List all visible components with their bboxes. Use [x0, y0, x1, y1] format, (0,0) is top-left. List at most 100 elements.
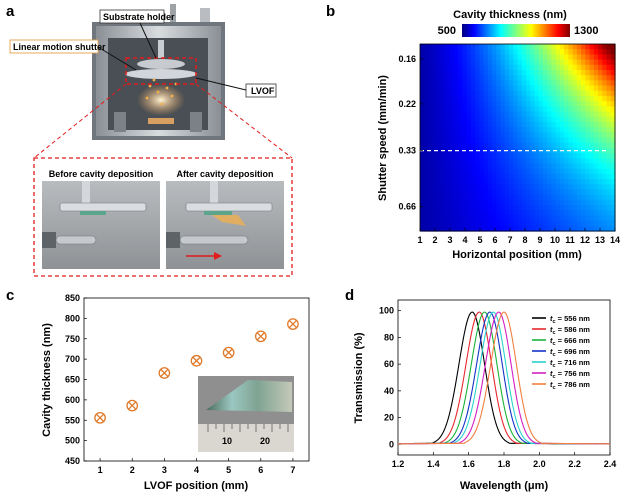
heatmap-cell	[589, 142, 595, 149]
heatmap-cell	[572, 194, 578, 201]
scatter-y-tick-label: 750	[65, 334, 80, 344]
heatmap-cell	[572, 163, 578, 170]
heatmap-cell	[589, 111, 595, 118]
heatmap-cell	[458, 44, 463, 50]
heatmap-cell	[555, 127, 561, 133]
heatmap-cell	[517, 111, 523, 118]
heatmap-cell	[564, 44, 569, 50]
heatmap-cell	[602, 69, 608, 76]
heatmap-cell	[551, 163, 557, 170]
heatmap-cell	[424, 95, 430, 102]
heatmap-cell	[530, 153, 536, 159]
heatmap-cell	[513, 225, 519, 232]
heatmap-cell	[509, 95, 514, 102]
heatmap-cell	[521, 210, 527, 217]
heatmap-cell	[525, 127, 531, 133]
heatmap-cell	[606, 80, 612, 87]
heatmap-cell	[585, 163, 591, 170]
heatmap-cell	[428, 127, 434, 133]
heatmap-cell	[492, 116, 497, 123]
heatmap-cell	[568, 101, 574, 107]
heatmap-cell	[445, 59, 451, 66]
heatmap-cell	[530, 194, 536, 201]
heatmap-cell	[424, 44, 430, 50]
heatmap-cell	[598, 210, 603, 217]
heatmap-cell	[525, 111, 531, 118]
heatmap-cell	[487, 168, 493, 175]
heatmap-cell	[436, 127, 442, 133]
heatmap-cell	[538, 127, 544, 133]
heatmap-cell	[475, 132, 480, 139]
heatmap-cell	[538, 142, 544, 149]
heatmap-cell	[492, 75, 497, 81]
heatmap-cell	[530, 210, 536, 217]
heatmap-cell	[602, 225, 608, 232]
heatmap-cell	[610, 106, 616, 113]
heatmap-cell	[436, 121, 442, 128]
heatmap-cell	[559, 44, 565, 50]
scatter-y-tick-label: 700	[65, 354, 80, 364]
heatmap-cell	[593, 54, 599, 61]
heatmap-cell	[504, 163, 510, 170]
heatmap-cell	[542, 194, 548, 201]
heatmap-cell	[513, 90, 519, 97]
heatmap-cell	[483, 59, 489, 66]
heatmap-cell	[475, 127, 480, 133]
heatmap-cell	[581, 64, 586, 71]
heatmap-cell	[593, 189, 599, 196]
heatmap-cell	[479, 189, 485, 196]
heatmap-cell	[420, 179, 425, 185]
heatmap-cell	[555, 220, 561, 227]
heatmap-cell	[610, 101, 616, 107]
heatmap-cell	[534, 168, 540, 175]
heatmap-cell	[589, 189, 595, 196]
heatmap-cell	[483, 210, 489, 217]
heatmap-cell	[538, 90, 544, 97]
heatmap-cell	[559, 90, 565, 97]
heatmap-cell	[564, 220, 569, 227]
heatmap-cell	[445, 205, 451, 211]
heatmap-cell	[581, 184, 586, 191]
heatmap-cell	[542, 49, 548, 55]
heatmap-cell	[572, 59, 578, 66]
heatmap-cell	[568, 153, 574, 159]
heatmap-cell	[475, 44, 480, 50]
legend-label: tc = 716 nm	[550, 358, 590, 369]
heatmap-cell	[479, 64, 485, 71]
heatmap-cell	[487, 49, 493, 55]
heatmap-cell	[475, 189, 480, 196]
heatmap-cell	[598, 194, 603, 201]
heatmap-cell	[458, 168, 463, 175]
heatmap-cell	[598, 147, 603, 154]
heatmap-cell	[555, 179, 561, 185]
heatmap-cell	[453, 75, 459, 81]
heatmap-cell	[424, 168, 430, 175]
heatmap-cell	[521, 90, 527, 97]
heatmap-cell	[547, 168, 553, 175]
heatmap-cell	[521, 111, 527, 118]
heatmap-cell	[525, 106, 531, 113]
heatmap-cell	[466, 69, 472, 76]
legend-label: tc = 756 nm	[550, 369, 590, 380]
heatmap-cell	[492, 189, 497, 196]
heatmap-cell	[551, 184, 557, 191]
heatmap-cell	[453, 199, 459, 206]
heatmap-cell	[432, 194, 438, 201]
heatmap-cell	[576, 225, 582, 232]
heatmap-cell	[576, 111, 582, 118]
heatmap-cell	[458, 80, 463, 87]
heatmap-cell	[466, 142, 472, 149]
heatmap-cell	[547, 194, 553, 201]
heatmap-cell	[534, 90, 540, 97]
heatmap-cell	[487, 90, 493, 97]
heatmap-cell	[458, 163, 463, 170]
heatmap-cell	[504, 75, 510, 81]
heatmap-cell	[610, 121, 616, 128]
heatmap-cell	[568, 173, 574, 180]
heatmap-cell	[449, 101, 455, 107]
spectra-lines	[397, 311, 611, 445]
heatmap-cell	[581, 142, 586, 149]
heatmap-cell	[576, 69, 582, 76]
heatmap-cell	[445, 69, 451, 76]
heatmap-cell	[517, 205, 523, 211]
